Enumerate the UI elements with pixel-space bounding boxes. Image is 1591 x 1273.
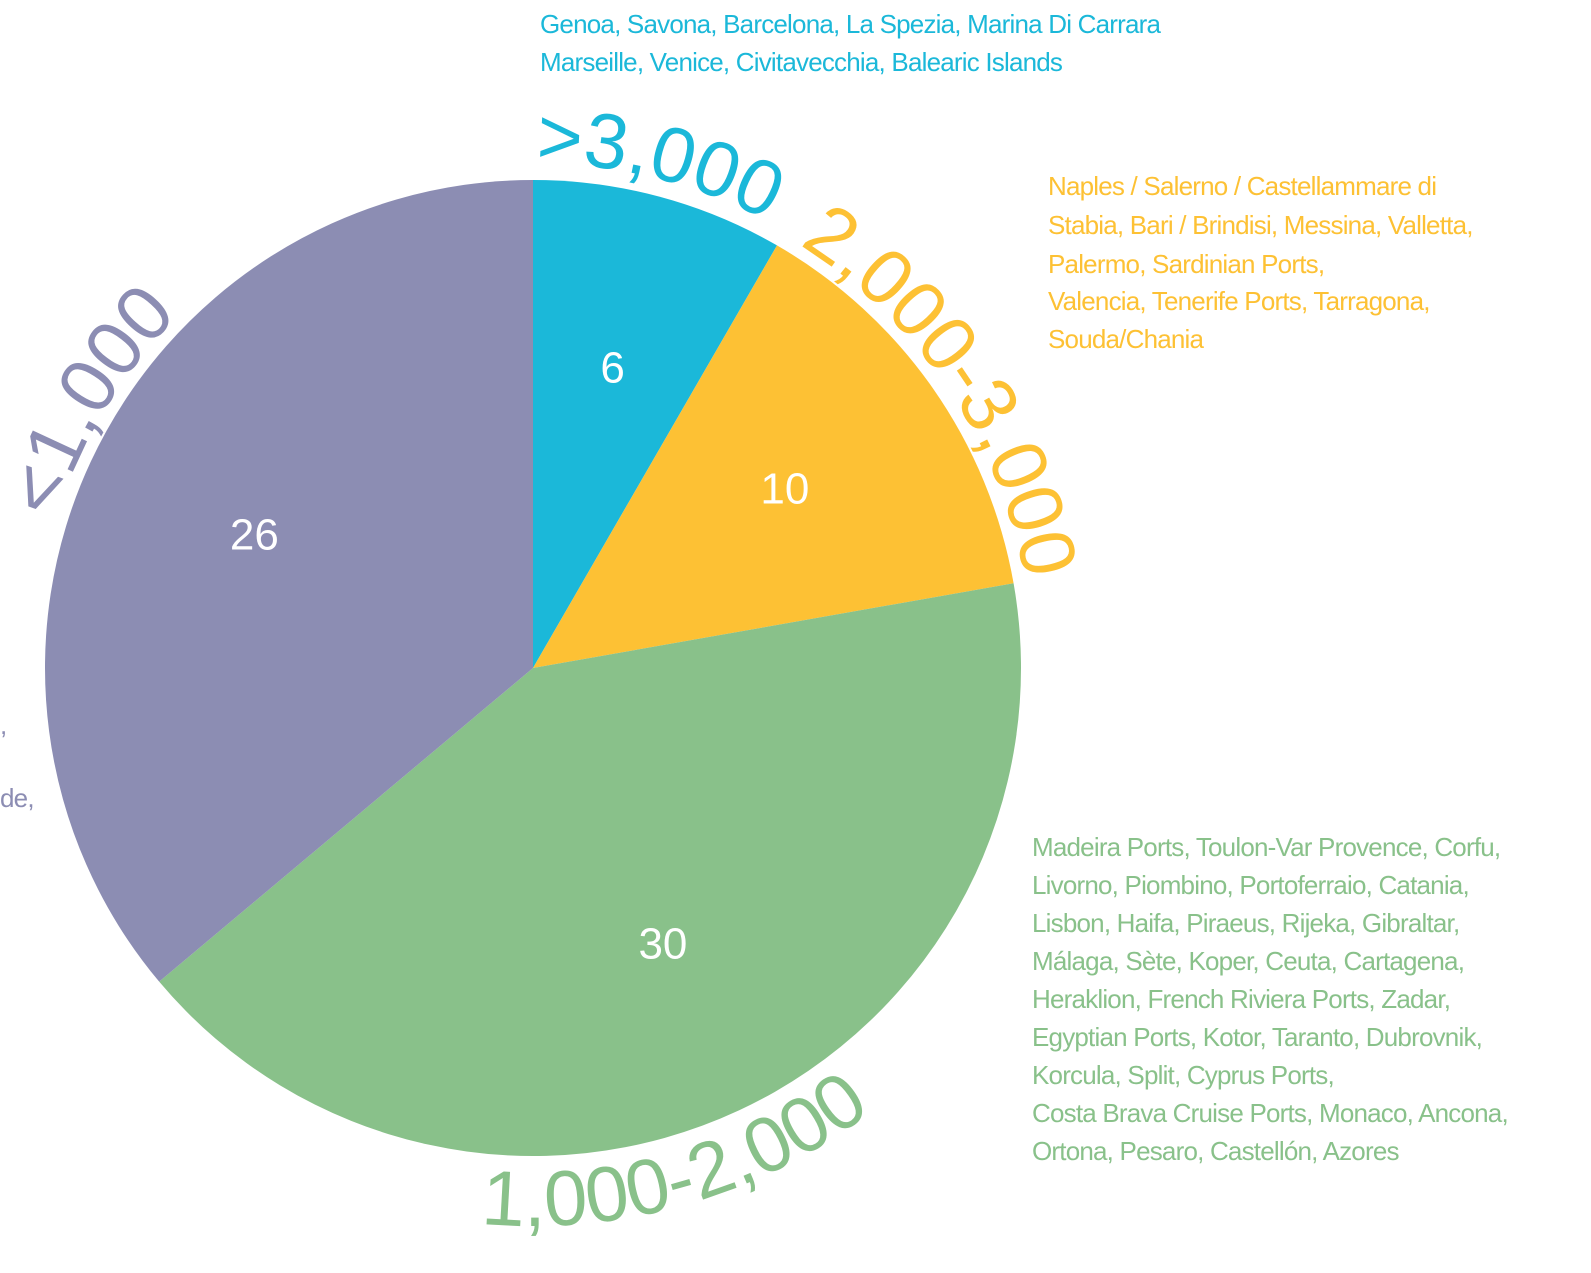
port-list-line: Heraklion, French Riviera Ports, Zadar,	[1032, 984, 1450, 1014]
port-list-line: Lisbon, Haifa, Piraeus, Rijeka, Gibralta…	[1032, 908, 1459, 938]
port-list-line: Ortona, Pesaro, Castellón, Azores	[1032, 1136, 1399, 1166]
port-list-line: Korcula, Split, Cyprus Ports,	[1032, 1060, 1334, 1090]
port-list-line: Livorno, Piombino, Portoferraio, Catania…	[1032, 870, 1469, 900]
port-list-line: Naples / Salerno / Castellammare di	[1048, 171, 1436, 201]
port-list-line: Stabia, Bari / Brindisi, Messina, Vallet…	[1048, 210, 1473, 240]
port-list-line: Palermo, Sardinian Ports,	[1048, 249, 1324, 279]
port-list-line: Genoa, Savona, Barcelona, La Spezia, Mar…	[540, 9, 1161, 39]
slice-value-label: 6	[600, 344, 624, 393]
port-list-line: Málaga, Sète, Koper, Ceuta, Cartagena,	[1032, 946, 1464, 976]
port-list-line: Marseille, Venice, Civitavecchia, Balear…	[540, 47, 1063, 77]
port-list-line: Costa Brava Cruise Ports, Monaco, Ancona…	[1032, 1098, 1508, 1128]
port-list-line: ,	[0, 710, 6, 740]
pie-slice	[159, 583, 1022, 1156]
port-list-line: de,	[0, 783, 34, 813]
port-list-line: Madeira Ports, Toulon-Var Provence, Corf…	[1032, 832, 1500, 862]
port-list-line: Egyptian Ports, Kotor, Taranto, Dubrovni…	[1032, 1022, 1482, 1052]
pie-slice	[44, 179, 534, 982]
port-list-line: Valencia, Tenerife Ports, Tarragona,	[1048, 286, 1430, 316]
slice-value-label: 10	[760, 464, 809, 513]
pie-slice	[533, 180, 777, 668]
slice-value-label: 26	[230, 511, 279, 560]
slice-value-label: 30	[638, 919, 687, 968]
port-list-line: Souda/Chania	[1048, 324, 1205, 354]
pie-slice	[533, 245, 1014, 668]
